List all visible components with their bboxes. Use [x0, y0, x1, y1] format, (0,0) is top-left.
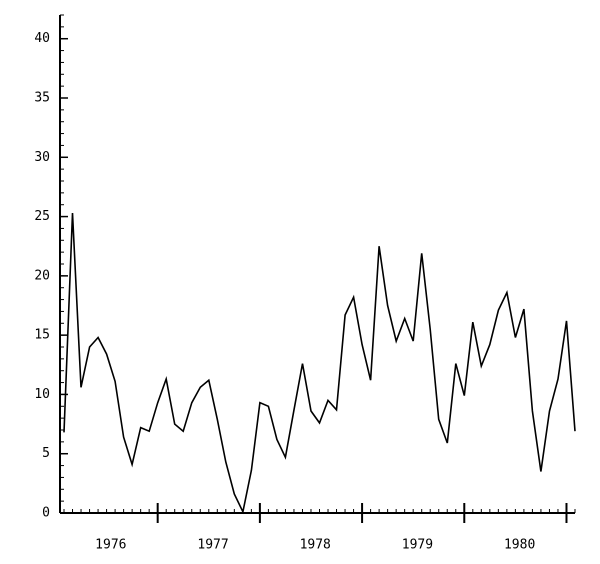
y-tick-label: 15	[34, 328, 50, 343]
y-tick-label: 40	[34, 31, 50, 46]
x-tick-label: 1978	[300, 538, 331, 553]
x-tick-label: 1976	[95, 538, 126, 553]
x-tick-label: 1979	[402, 538, 433, 553]
y-tick-label: 30	[34, 150, 50, 165]
y-tick-label: 0	[42, 506, 50, 521]
y-tick-label: 25	[34, 209, 50, 224]
y-tick-label: 35	[34, 91, 50, 106]
y-tick-label: 20	[34, 268, 50, 283]
x-tick-label: 1977	[197, 538, 228, 553]
y-tick-label: 10	[34, 387, 50, 402]
y-tick-label: 5	[42, 446, 50, 461]
data-line	[63, 212, 576, 515]
x-tick-label: 1980	[504, 538, 535, 553]
